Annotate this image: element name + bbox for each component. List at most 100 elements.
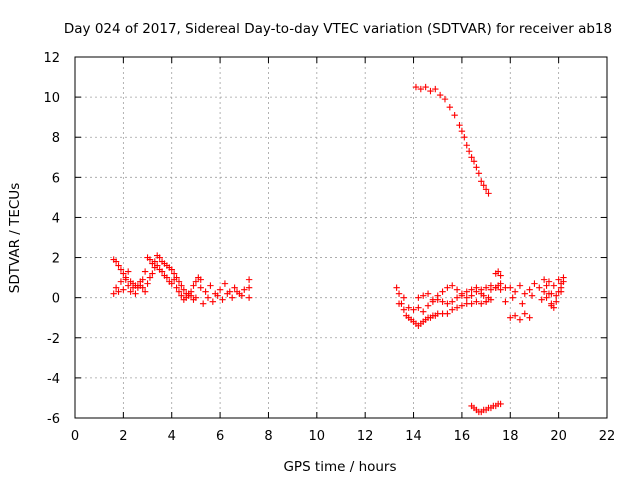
data-point xyxy=(507,284,514,291)
data-point xyxy=(224,290,231,297)
data-point xyxy=(519,300,526,307)
data-point xyxy=(480,182,487,189)
y-tick-label: 8 xyxy=(52,131,60,146)
data-point xyxy=(497,400,504,408)
data-point xyxy=(415,294,422,301)
data-point xyxy=(420,308,427,315)
data-point xyxy=(557,284,565,291)
data-point xyxy=(168,266,175,273)
data-point xyxy=(117,278,125,285)
data-point xyxy=(553,292,560,299)
data-point xyxy=(550,282,557,289)
x-tick-label: 2 xyxy=(119,429,127,444)
data-series xyxy=(110,83,567,416)
data-point xyxy=(209,298,217,305)
data-point xyxy=(204,294,212,301)
data-point xyxy=(190,282,197,289)
data-point xyxy=(415,304,422,311)
data-point xyxy=(545,290,553,297)
data-point xyxy=(410,306,417,313)
chart-title: Day 024 of 2017, Sidereal Day-to-day VTE… xyxy=(64,21,612,37)
data-point xyxy=(245,276,253,283)
data-point xyxy=(219,296,226,303)
x-tick-label: 18 xyxy=(502,429,519,444)
data-point xyxy=(485,294,492,301)
data-point xyxy=(233,288,241,295)
data-point xyxy=(444,310,451,317)
series-segment-6 xyxy=(415,282,495,305)
data-point xyxy=(497,280,504,287)
data-point xyxy=(412,83,420,91)
data-point xyxy=(473,298,480,305)
data-point xyxy=(463,142,470,149)
data-point xyxy=(170,270,178,277)
data-point xyxy=(449,282,456,289)
data-point xyxy=(449,306,456,313)
y-axis-label: SDTVAR / TECUs xyxy=(7,183,23,293)
data-point xyxy=(163,274,171,281)
data-point xyxy=(478,300,485,307)
series-segment-7 xyxy=(412,83,492,197)
data-point xyxy=(555,288,562,295)
data-point xyxy=(141,288,149,295)
data-point xyxy=(241,286,248,293)
data-point xyxy=(521,310,528,317)
data-point xyxy=(526,314,533,321)
data-point xyxy=(485,190,492,197)
data-point xyxy=(141,268,149,275)
x-tick-label: 10 xyxy=(309,429,326,444)
data-point xyxy=(134,282,142,289)
data-point xyxy=(115,262,122,269)
data-point xyxy=(543,294,550,301)
data-point xyxy=(543,282,550,289)
data-point xyxy=(465,148,473,155)
data-point xyxy=(120,270,127,277)
data-point xyxy=(456,121,463,129)
data-point xyxy=(473,164,480,171)
data-point xyxy=(468,300,475,307)
data-point xyxy=(487,286,495,293)
data-point xyxy=(458,290,466,297)
data-point xyxy=(400,294,408,301)
data-point xyxy=(178,292,185,299)
data-point xyxy=(540,288,548,295)
data-point xyxy=(482,186,490,193)
data-point xyxy=(458,128,466,135)
data-point xyxy=(122,276,129,283)
data-point xyxy=(536,284,543,291)
data-point xyxy=(444,300,451,307)
y-tick-label: 6 xyxy=(52,171,60,186)
data-point xyxy=(146,274,154,281)
data-point xyxy=(439,298,446,305)
x-tick-label: 4 xyxy=(168,429,176,444)
data-point xyxy=(144,280,151,287)
data-point xyxy=(470,158,478,165)
data-point xyxy=(463,294,470,301)
data-point xyxy=(110,290,117,297)
data-point xyxy=(417,85,424,93)
data-point xyxy=(231,284,238,291)
data-point xyxy=(424,302,432,309)
data-point xyxy=(560,278,567,285)
data-point xyxy=(434,292,441,299)
data-point xyxy=(436,91,444,99)
x-tick-label: 14 xyxy=(405,429,422,444)
data-point xyxy=(461,134,468,141)
data-point xyxy=(175,278,183,285)
data-point xyxy=(158,268,166,275)
y-tick-label: -2 xyxy=(47,332,60,347)
data-point xyxy=(245,284,253,291)
data-point xyxy=(446,103,454,111)
x-tick-label: 22 xyxy=(599,429,616,444)
data-point xyxy=(125,268,132,275)
x-axis-label: GPS time / hours xyxy=(283,459,396,475)
data-point xyxy=(511,288,519,295)
y-tick-label: 2 xyxy=(52,252,60,267)
data-point xyxy=(478,178,485,185)
data-point xyxy=(509,294,516,301)
data-point xyxy=(553,298,560,305)
grid xyxy=(75,57,607,418)
data-point xyxy=(180,286,188,293)
data-point xyxy=(178,282,185,289)
data-point xyxy=(516,282,524,289)
